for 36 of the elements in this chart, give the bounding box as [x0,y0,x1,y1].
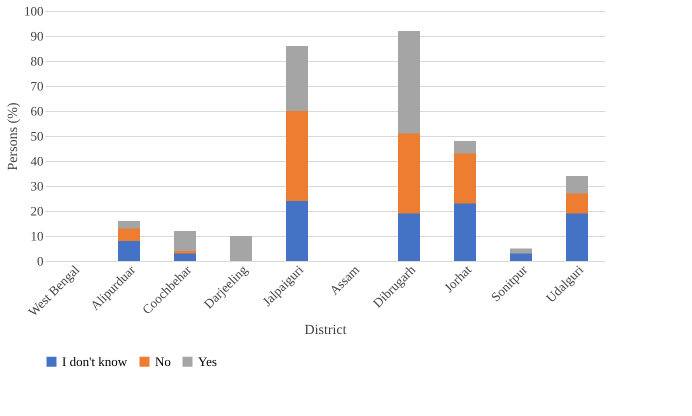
bar [566,194,588,214]
bar [510,254,532,261]
bar [118,228,140,241]
y-tick-label: 90 [30,28,44,44]
y-tick-label: 30 [30,178,44,194]
bar [398,134,420,214]
bar [230,236,252,261]
y-tick-label: 70 [30,78,44,94]
bar [286,46,308,111]
bar [174,254,196,261]
bar [118,221,140,228]
y-tick-label: 100 [24,4,44,18]
bar [510,248,532,254]
y-tick-label: 80 [30,54,44,68]
x-axis-title: District [304,323,347,338]
y-tick-label: 50 [30,128,44,144]
bar [566,214,588,261]
bar [398,31,420,134]
bar [566,176,588,194]
y-tick-label: 60 [30,104,44,118]
bar [174,231,196,251]
y-tick-label: 20 [30,204,44,218]
bar [118,241,140,261]
bar [454,204,476,261]
y-tick-label: 40 [30,154,44,168]
legend-label: I don't know [62,354,128,369]
bar [454,154,476,204]
legend-label: No [155,354,171,369]
bar [398,214,420,261]
y-tick-label: 10 [30,228,44,244]
bar [286,201,308,261]
legend-label: Yes [198,354,217,369]
y-tick-label: 0 [37,254,44,268]
y-axis-title: Persons (%) [6,102,21,171]
bar [286,111,308,201]
bar [454,141,476,154]
